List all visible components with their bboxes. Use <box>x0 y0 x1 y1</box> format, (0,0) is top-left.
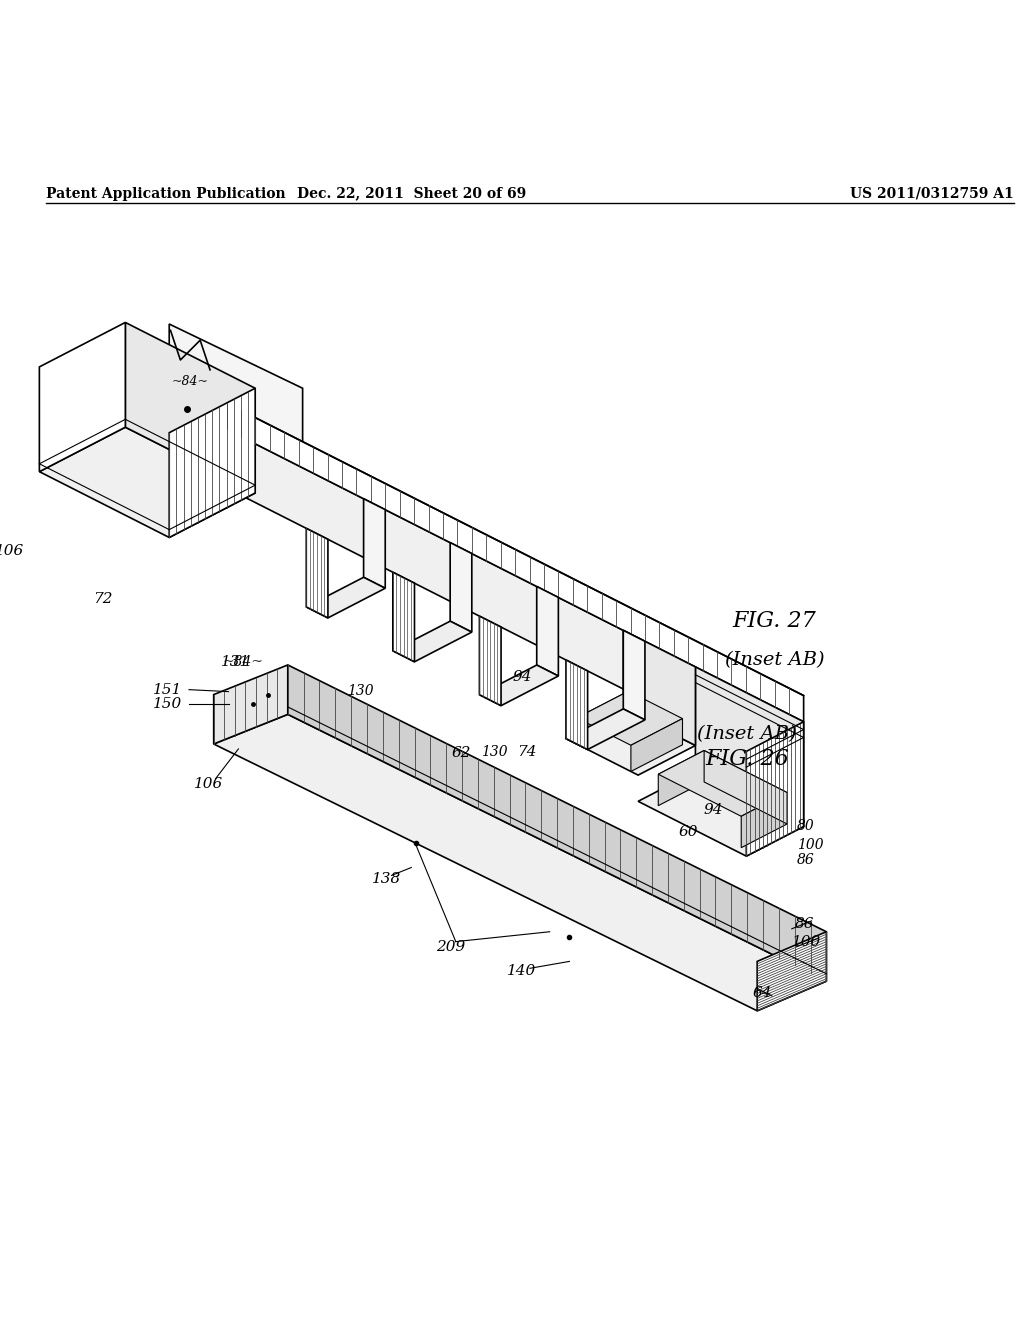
Polygon shape <box>757 932 826 1011</box>
Polygon shape <box>169 388 255 537</box>
Polygon shape <box>479 616 501 706</box>
Polygon shape <box>288 665 826 981</box>
Text: 150: 150 <box>153 697 182 711</box>
Polygon shape <box>631 718 682 771</box>
Polygon shape <box>658 751 705 805</box>
Text: ~84~: ~84~ <box>172 375 209 388</box>
Text: ~84~: ~84~ <box>223 655 264 669</box>
Polygon shape <box>39 428 255 537</box>
Polygon shape <box>169 429 804 751</box>
Polygon shape <box>741 792 787 847</box>
Text: (Inset AB): (Inset AB) <box>725 652 824 669</box>
Text: 130: 130 <box>480 746 507 759</box>
Polygon shape <box>364 499 385 589</box>
Polygon shape <box>393 622 472 661</box>
Polygon shape <box>566 709 695 775</box>
Text: 140: 140 <box>507 965 537 978</box>
Text: 209: 209 <box>436 940 466 953</box>
Polygon shape <box>306 528 328 618</box>
Text: 106: 106 <box>0 544 24 558</box>
Text: 94: 94 <box>703 803 723 817</box>
Polygon shape <box>577 692 682 746</box>
Text: US 2011/0312759 A1: US 2011/0312759 A1 <box>850 186 1014 201</box>
Text: 100: 100 <box>793 935 821 949</box>
Polygon shape <box>214 714 826 1011</box>
Text: 62: 62 <box>452 746 471 759</box>
Polygon shape <box>705 751 787 824</box>
Polygon shape <box>169 323 303 496</box>
Polygon shape <box>393 573 415 661</box>
Polygon shape <box>125 322 255 492</box>
Text: 106: 106 <box>195 776 223 791</box>
Polygon shape <box>566 660 588 750</box>
Text: 94: 94 <box>513 669 532 684</box>
Polygon shape <box>624 631 695 746</box>
Text: 138: 138 <box>372 873 401 886</box>
Text: FIG. 26: FIG. 26 <box>706 748 790 770</box>
Polygon shape <box>577 692 629 744</box>
Text: 151: 151 <box>153 682 182 697</box>
Text: 80: 80 <box>797 820 814 833</box>
Text: Patent Application Publication: Patent Application Publication <box>46 186 286 201</box>
Polygon shape <box>214 665 288 744</box>
Polygon shape <box>39 322 125 471</box>
Polygon shape <box>306 577 385 618</box>
Text: FIG. 27: FIG. 27 <box>732 610 816 632</box>
Text: 72: 72 <box>93 591 113 606</box>
Text: 130: 130 <box>347 684 374 698</box>
Polygon shape <box>537 586 558 676</box>
Text: 60: 60 <box>679 825 698 840</box>
Text: 131: 131 <box>221 655 251 669</box>
Polygon shape <box>624 631 645 719</box>
Text: 86: 86 <box>797 853 814 867</box>
Polygon shape <box>451 543 472 632</box>
Text: Dec. 22, 2011  Sheet 20 of 69: Dec. 22, 2011 Sheet 20 of 69 <box>297 186 526 201</box>
Text: (Inset AB): (Inset AB) <box>697 725 797 743</box>
Text: 86: 86 <box>795 917 814 931</box>
Text: 100: 100 <box>797 838 823 851</box>
Text: 74: 74 <box>517 746 537 759</box>
Polygon shape <box>658 751 787 816</box>
Polygon shape <box>479 665 558 706</box>
Polygon shape <box>226 403 804 722</box>
Polygon shape <box>746 722 804 857</box>
Polygon shape <box>566 709 645 750</box>
Text: 64: 64 <box>753 986 772 1001</box>
Polygon shape <box>695 667 804 826</box>
Polygon shape <box>638 772 804 857</box>
